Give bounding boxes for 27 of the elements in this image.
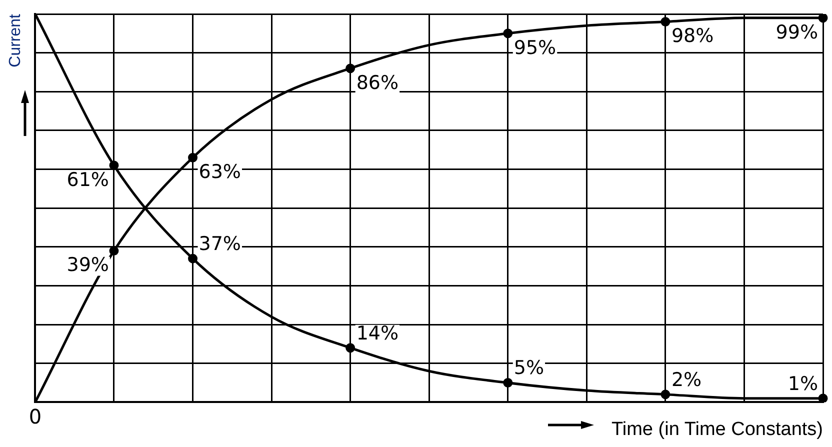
data-label: 98% bbox=[671, 25, 714, 48]
data-label: 2% bbox=[671, 368, 702, 391]
x-axis-title: Time (in Time Constants) bbox=[611, 418, 823, 440]
point bbox=[660, 17, 670, 27]
point bbox=[503, 28, 513, 38]
point bbox=[109, 160, 119, 170]
point bbox=[503, 378, 513, 388]
data-label: 61% bbox=[66, 168, 109, 191]
point bbox=[346, 64, 356, 74]
data-label: 95% bbox=[514, 36, 556, 59]
data-label: 99% bbox=[776, 21, 818, 44]
point bbox=[346, 343, 356, 353]
point bbox=[818, 14, 828, 23]
point bbox=[660, 390, 670, 400]
data-label: 37% bbox=[198, 233, 241, 256]
point bbox=[818, 394, 828, 402]
data-label: 5% bbox=[514, 357, 544, 380]
text: 0 bbox=[28, 404, 42, 428]
y-axis-title: Current bbox=[7, 13, 24, 68]
point bbox=[109, 246, 119, 256]
data-label: 39% bbox=[66, 254, 109, 276]
data-label: 14% bbox=[356, 322, 399, 344]
data-label: 1% bbox=[788, 372, 818, 395]
data-label: 63% bbox=[198, 161, 241, 184]
point bbox=[188, 254, 198, 264]
point bbox=[188, 152, 198, 162]
data-label: 86% bbox=[356, 72, 399, 94]
